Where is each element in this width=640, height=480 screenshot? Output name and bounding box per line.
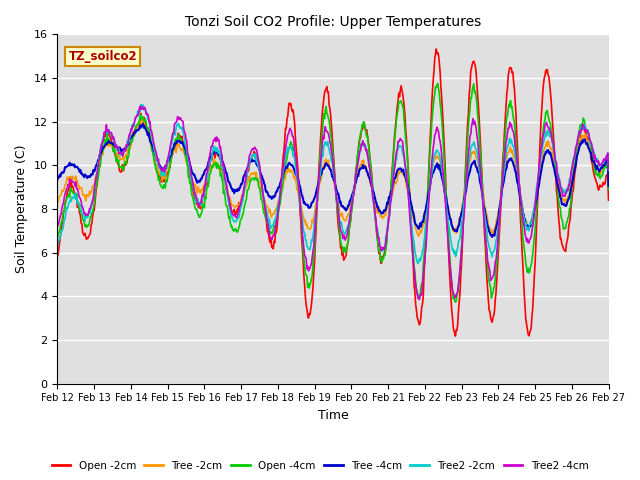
Tree2 -4cm (136, 104, 144, 109)
Open -2cm (378, 254, 386, 260)
Tree2 -2cm (54, 244, 61, 250)
Tree2 -2cm (556, 178, 563, 183)
Open -4cm (556, 204, 563, 210)
Tree2 -4cm (54, 223, 61, 229)
Open -2cm (605, 197, 612, 203)
Open -2cm (54, 254, 61, 260)
X-axis label: Time: Time (317, 409, 348, 422)
Tree -4cm (175, 138, 183, 144)
Tree2 -2cm (137, 102, 145, 108)
Line: Tree -2cm: Tree -2cm (58, 119, 609, 236)
Tree -2cm (556, 185, 563, 191)
Open -4cm (175, 132, 182, 137)
Open -2cm (175, 131, 182, 136)
Open -4cm (324, 115, 332, 121)
Line: Open -4cm: Open -4cm (58, 84, 609, 302)
Open -4cm (378, 260, 386, 265)
Tree -2cm (138, 116, 145, 121)
Tree2 -4cm (325, 134, 333, 140)
Tree -2cm (415, 233, 422, 239)
Line: Tree2 -4cm: Tree2 -4cm (58, 107, 609, 300)
Tree -2cm (434, 153, 442, 159)
Tree2 -4cm (175, 117, 183, 122)
Tree -4cm (488, 234, 496, 240)
Tree2 -4cm (199, 191, 207, 197)
Tree2 -2cm (325, 146, 333, 152)
Tree -4cm (140, 121, 147, 127)
Open -4cm (452, 300, 460, 305)
Tree2 -4cm (556, 177, 563, 183)
Line: Open -2cm: Open -2cm (58, 49, 609, 336)
Open -2cm (324, 89, 332, 95)
Tree -2cm (325, 162, 333, 168)
Tree2 -2cm (414, 261, 422, 266)
Tree -2cm (605, 177, 612, 182)
Title: Tonzi Soil CO2 Profile: Upper Temperatures: Tonzi Soil CO2 Profile: Upper Temperatur… (185, 15, 481, 29)
Tree -2cm (199, 185, 207, 191)
Tree -4cm (379, 209, 387, 215)
Open -2cm (433, 51, 441, 57)
Open -4cm (434, 81, 442, 86)
Open -4cm (605, 187, 612, 192)
Open -2cm (452, 333, 460, 339)
Tree2 -2cm (379, 248, 387, 253)
Tree2 -4cm (415, 297, 423, 302)
Tree2 -2cm (199, 194, 207, 200)
Open -2cm (198, 200, 206, 206)
Tree -2cm (54, 201, 61, 207)
Tree -4cm (325, 165, 333, 170)
Y-axis label: Soil Temperature (C): Soil Temperature (C) (15, 144, 28, 273)
Tree -2cm (175, 142, 183, 147)
Tree2 -2cm (605, 167, 612, 173)
Text: TZ_soilco2: TZ_soilco2 (68, 50, 137, 63)
Line: Tree2 -2cm: Tree2 -2cm (58, 105, 609, 264)
Open -2cm (556, 224, 563, 230)
Tree -2cm (379, 216, 387, 221)
Open -2cm (433, 46, 440, 52)
Tree -4cm (605, 183, 612, 189)
Tree -4cm (433, 160, 441, 166)
Tree -4cm (556, 190, 563, 195)
Tree2 -2cm (434, 149, 442, 155)
Tree -4cm (199, 172, 207, 178)
Open -4cm (198, 208, 206, 214)
Tree2 -2cm (175, 123, 183, 129)
Legend: Open -2cm, Tree -2cm, Open -4cm, Tree -4cm, Tree2 -2cm, Tree2 -4cm: Open -2cm, Tree -2cm, Open -4cm, Tree -4… (47, 456, 593, 475)
Open -4cm (433, 85, 440, 91)
Tree -4cm (54, 177, 61, 182)
Open -4cm (54, 236, 61, 242)
Line: Tree -4cm: Tree -4cm (58, 124, 609, 237)
Tree2 -4cm (605, 166, 612, 172)
Tree2 -4cm (434, 127, 442, 133)
Tree2 -4cm (379, 247, 387, 252)
